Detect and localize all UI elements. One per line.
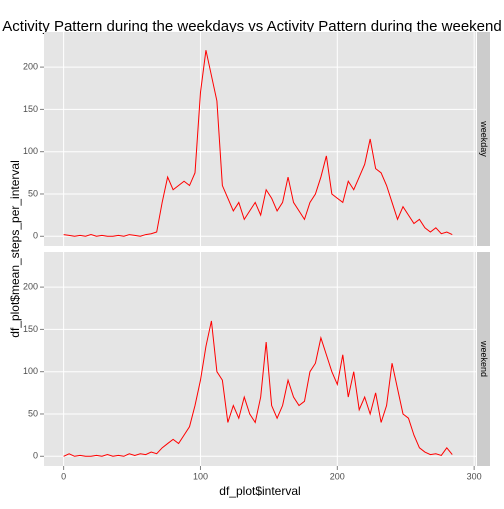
y-tick-label: 150 <box>23 104 38 114</box>
y-tick-label: 100 <box>23 366 38 376</box>
y-tick-label: 100 <box>23 146 38 156</box>
y-tick-label: 50 <box>28 408 38 418</box>
facet-strip <box>477 252 490 466</box>
x-tick-label: 300 <box>467 471 482 481</box>
y-axis-label: df_plot$mean_steps_per_interval <box>8 160 22 337</box>
x-tick-label: 0 <box>61 471 66 481</box>
y-tick-label: 0 <box>33 231 38 241</box>
x-tick-label: 200 <box>330 471 345 481</box>
facet-strip <box>477 32 490 246</box>
x-axis-label: df_plot$interval <box>219 484 300 498</box>
chart-title: Activity Pattern during the weekdays vs … <box>2 18 501 35</box>
y-tick-label: 200 <box>23 61 38 71</box>
y-tick-label: 0 <box>33 451 38 461</box>
panel-background <box>44 32 476 246</box>
x-tick-label: 100 <box>193 471 208 481</box>
facet-label: weekday <box>479 120 489 157</box>
panel-background <box>44 252 476 466</box>
y-tick-label: 200 <box>23 281 38 291</box>
data-line <box>63 320 453 457</box>
facet-label: weekend <box>479 340 489 377</box>
y-tick-label: 150 <box>23 324 38 334</box>
data-line <box>63 50 453 237</box>
y-tick-label: 50 <box>28 188 38 198</box>
